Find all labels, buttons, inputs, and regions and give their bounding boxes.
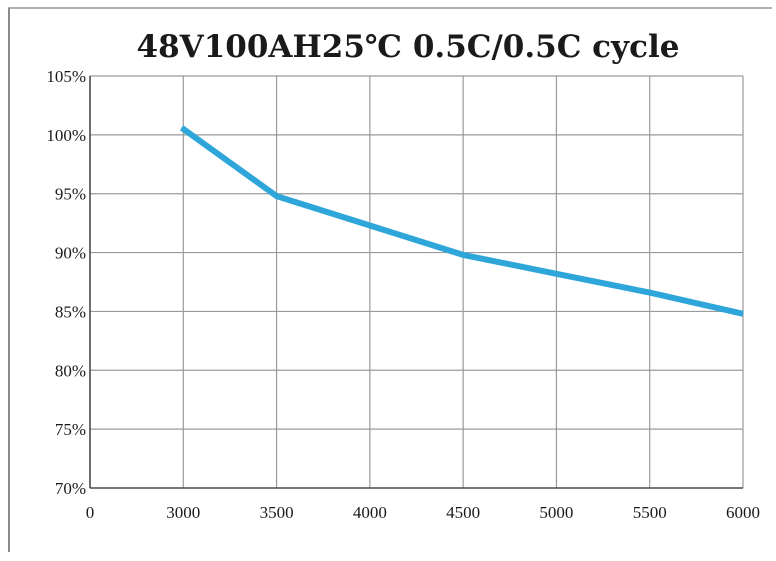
- y-tick-label: 85%: [55, 302, 86, 321]
- data-point: [276, 195, 278, 197]
- y-tick-label: 105%: [46, 67, 86, 86]
- y-tick-label: 75%: [55, 420, 86, 439]
- data-point: [649, 292, 651, 294]
- chart-title: 48V100AH25℃ 0.5C/0.5C cycle: [137, 29, 680, 65]
- data-point: [555, 273, 557, 275]
- series-layer: [179, 125, 744, 317]
- y-tick-label: 95%: [55, 185, 86, 204]
- x-tick-label: 3500: [260, 503, 294, 522]
- x-tick-label: 5000: [539, 503, 573, 522]
- series-line: [179, 125, 744, 317]
- data-point: [181, 127, 183, 129]
- y-tick-label: 70%: [55, 479, 86, 498]
- y-tick-label: 100%: [46, 126, 86, 145]
- axes: [89, 76, 743, 489]
- chart-frame: [8, 7, 772, 552]
- data-point: [742, 313, 744, 315]
- data-point: [462, 254, 464, 256]
- y-tick-label: 80%: [55, 361, 86, 380]
- x-tick-label: 0: [86, 503, 95, 522]
- x-tick-label: 3000: [166, 503, 200, 522]
- x-tick-label: 6000: [726, 503, 760, 522]
- x-tick-label: 4000: [353, 503, 387, 522]
- x-tick-label: 5500: [633, 503, 667, 522]
- y-tick-label: 90%: [55, 244, 86, 263]
- grid: [90, 75, 744, 488]
- x-tick-label: 4500: [446, 503, 480, 522]
- data-point: [369, 224, 371, 226]
- tick-labels: 70% 75% 80% 85% 90% 95% 100% 105% 0 3000 3500 4000 4…: [46, 67, 760, 522]
